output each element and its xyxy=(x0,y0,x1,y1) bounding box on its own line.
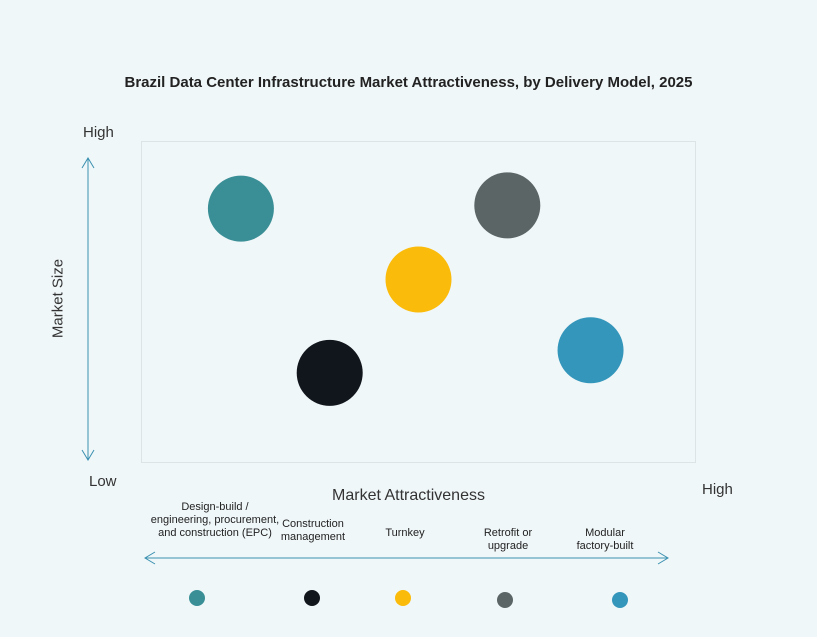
y-axis-arrow xyxy=(81,157,95,461)
legend-dot-modular xyxy=(612,592,628,608)
legend-label-modular: Modular factory-built xyxy=(576,527,634,552)
x-axis-arrow xyxy=(144,551,669,565)
legend-label-construction-management: Construction management xyxy=(280,518,346,543)
legend-label-epc: Design-build / engineering, procurement,… xyxy=(150,501,280,539)
bubble-4 xyxy=(474,172,541,239)
bubbles-layer xyxy=(207,172,624,406)
x-low-label: Low xyxy=(89,473,117,490)
chart-title: Brazil Data Center Infrastructure Market… xyxy=(124,74,693,91)
legend-dot-retrofit xyxy=(497,592,513,608)
bubble-3 xyxy=(385,246,452,313)
legend-dot-epc xyxy=(189,590,205,606)
bubble-2 xyxy=(296,339,363,406)
y-high-label: High xyxy=(83,124,114,141)
bubble-1 xyxy=(207,175,274,242)
x-high-label: High xyxy=(702,481,733,498)
legend-dot-turnkey xyxy=(395,590,411,606)
bubble-5 xyxy=(557,317,624,384)
legend-dot-construction-management xyxy=(304,590,320,606)
x-axis-label: Market Attractiveness xyxy=(332,487,485,504)
legend-label-turnkey: Turnkey xyxy=(385,527,425,539)
legend-label-retrofit: Retrofit or upgrade xyxy=(483,527,533,552)
